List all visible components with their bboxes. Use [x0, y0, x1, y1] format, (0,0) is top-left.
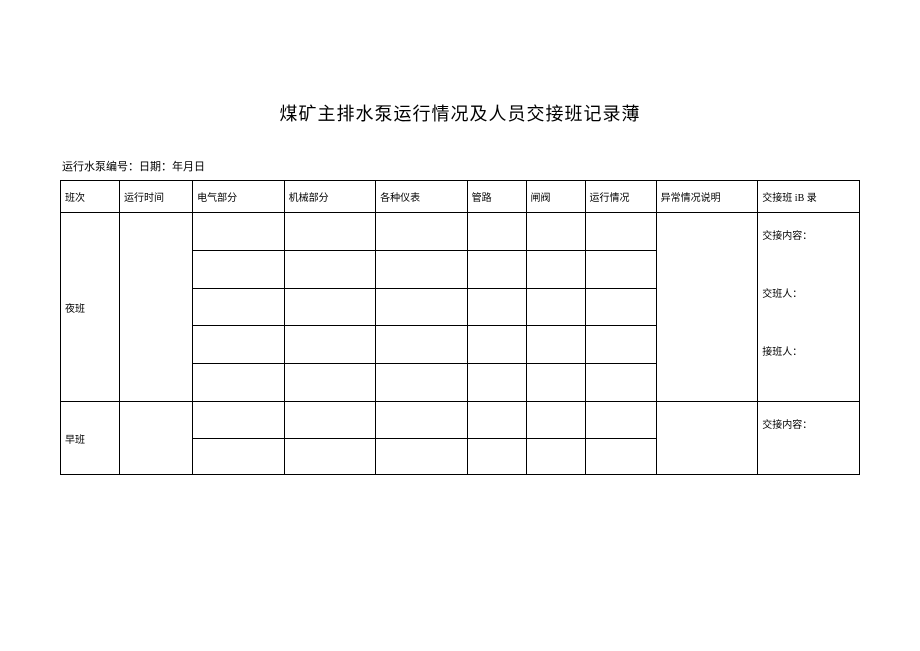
cell-mech: [284, 288, 375, 326]
cell-elec: [193, 364, 284, 402]
note-takeover: 接班人：: [762, 339, 855, 367]
cell-status: [585, 402, 656, 439]
cell-status: [585, 213, 656, 251]
cell-mech: [284, 402, 375, 439]
cell-meter: [376, 288, 467, 326]
hdr-mech: 机械部分: [284, 181, 375, 213]
cell-mech: [284, 364, 375, 402]
hdr-pipe: 管路: [467, 181, 526, 213]
cell-handover-morning: 交接内容：: [758, 402, 860, 475]
cell-elec: [193, 402, 284, 439]
hdr-hand: 交接班 iB 录: [758, 181, 860, 213]
cell-pipe: [467, 326, 526, 364]
cell-valve: [526, 213, 585, 251]
hdr-shift: 班次: [61, 181, 120, 213]
cell-runtime: [119, 213, 192, 402]
cell-pipe: [467, 402, 526, 439]
table-row: 早班 交接内容：: [61, 402, 860, 439]
cell-pipe: [467, 250, 526, 288]
cell-valve: [526, 326, 585, 364]
cell-pipe: [467, 438, 526, 475]
cell-abn: [656, 213, 758, 402]
cell-runtime: [119, 402, 192, 475]
cell-status: [585, 438, 656, 475]
page-title: 煤矿主排水泵运行情况及人员交接班记录薄: [60, 100, 860, 126]
cell-meter: [376, 402, 467, 439]
cell-mech: [284, 250, 375, 288]
note-content: 交接内容：: [762, 412, 855, 440]
cell-elec: [193, 326, 284, 364]
cell-pipe: [467, 288, 526, 326]
cell-pipe: [467, 213, 526, 251]
cell-meter: [376, 438, 467, 475]
cell-shift-morning: 早班: [61, 402, 120, 475]
hdr-elec: 电气部分: [193, 181, 284, 213]
cell-shift-night: 夜班: [61, 213, 120, 402]
note-handover: 交班人：: [762, 281, 855, 309]
cell-status: [585, 288, 656, 326]
cell-status: [585, 250, 656, 288]
cell-mech: [284, 326, 375, 364]
note-content: 交接内容：: [762, 223, 855, 251]
cell-valve: [526, 288, 585, 326]
cell-handover-night: 交接内容： 交班人： 接班人：: [758, 213, 860, 402]
hdr-status: 运行情况: [585, 181, 656, 213]
cell-abn: [656, 402, 758, 475]
table-row: 夜班 交接内容： 交班人： 接班人：: [61, 213, 860, 251]
cell-elec: [193, 250, 284, 288]
cell-elec: [193, 213, 284, 251]
cell-pipe: [467, 364, 526, 402]
cell-meter: [376, 213, 467, 251]
table-header-row: 班次 运行时间 电气部分 机械部分 各种仪表 管路 闸阀 运行情况 异常情况说明…: [61, 181, 860, 213]
cell-valve: [526, 250, 585, 288]
cell-mech: [284, 438, 375, 475]
cell-elec: [193, 288, 284, 326]
cell-valve: [526, 402, 585, 439]
cell-meter: [376, 250, 467, 288]
cell-elec: [193, 438, 284, 475]
hdr-runtime: 运行时间: [119, 181, 192, 213]
subtitle-line: 运行水泵编号：日期：年月日: [62, 158, 860, 174]
hdr-abn: 异常情况说明: [656, 181, 758, 213]
cell-meter: [376, 364, 467, 402]
hdr-valve: 闸阀: [526, 181, 585, 213]
cell-status: [585, 326, 656, 364]
cell-status: [585, 364, 656, 402]
hdr-meter: 各种仪表: [376, 181, 467, 213]
cell-meter: [376, 326, 467, 364]
cell-valve: [526, 364, 585, 402]
record-table: 班次 运行时间 电气部分 机械部分 各种仪表 管路 闸阀 运行情况 异常情况说明…: [60, 180, 860, 475]
cell-valve: [526, 438, 585, 475]
cell-mech: [284, 213, 375, 251]
